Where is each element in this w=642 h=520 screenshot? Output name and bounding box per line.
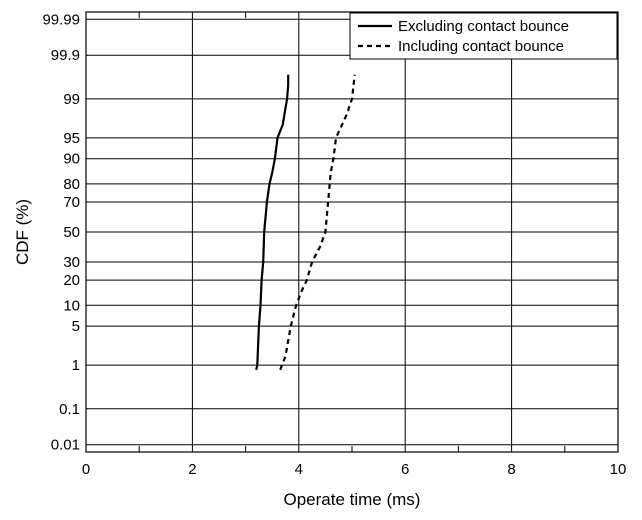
x-axis: 0 2 4 6 8 10 xyxy=(82,12,627,478)
y-tick-label: 80 xyxy=(63,176,80,193)
y-tick-label: 5 xyxy=(72,318,80,335)
y-tick-label: 90 xyxy=(63,151,80,168)
y-axis-label: CDF (%) xyxy=(13,199,32,265)
legend-label-2: Including contact bounce xyxy=(398,38,564,55)
x-tick-label: 8 xyxy=(507,461,515,478)
legend-label-1: Excluding contact bounce xyxy=(398,18,569,35)
x-tick-label: 0 xyxy=(82,461,90,478)
y-tick-label: 10 xyxy=(63,297,80,314)
x-tick-label: 4 xyxy=(295,461,303,478)
series-group xyxy=(255,74,356,371)
y-tick-label: 99 xyxy=(63,91,80,108)
y-tick-label: 70 xyxy=(63,194,80,211)
y-tick-label: 0.1 xyxy=(59,401,80,418)
y-tick-label: 99.99 xyxy=(42,11,80,28)
series-line-2 xyxy=(279,74,356,371)
y-tick-label: 30 xyxy=(63,254,80,271)
x-axis-label: Operate time (ms) xyxy=(284,490,421,509)
x-tick-label: 6 xyxy=(401,461,409,478)
legend: Excluding contact bounce Including contac… xyxy=(349,12,618,60)
grid xyxy=(85,12,619,452)
series-line-1 xyxy=(255,74,290,371)
x-tick-label: 2 xyxy=(188,461,196,478)
legend-box xyxy=(349,12,618,60)
y-tick-label: 50 xyxy=(63,224,80,241)
y-tick-label: 0.01 xyxy=(51,437,80,454)
y-tick-label: 95 xyxy=(63,130,80,147)
x-tick-label: 10 xyxy=(610,461,627,478)
y-tick-label: 1 xyxy=(72,357,80,374)
y-tick-label: 20 xyxy=(63,272,80,289)
y-tick-label: 99.9 xyxy=(51,47,80,64)
